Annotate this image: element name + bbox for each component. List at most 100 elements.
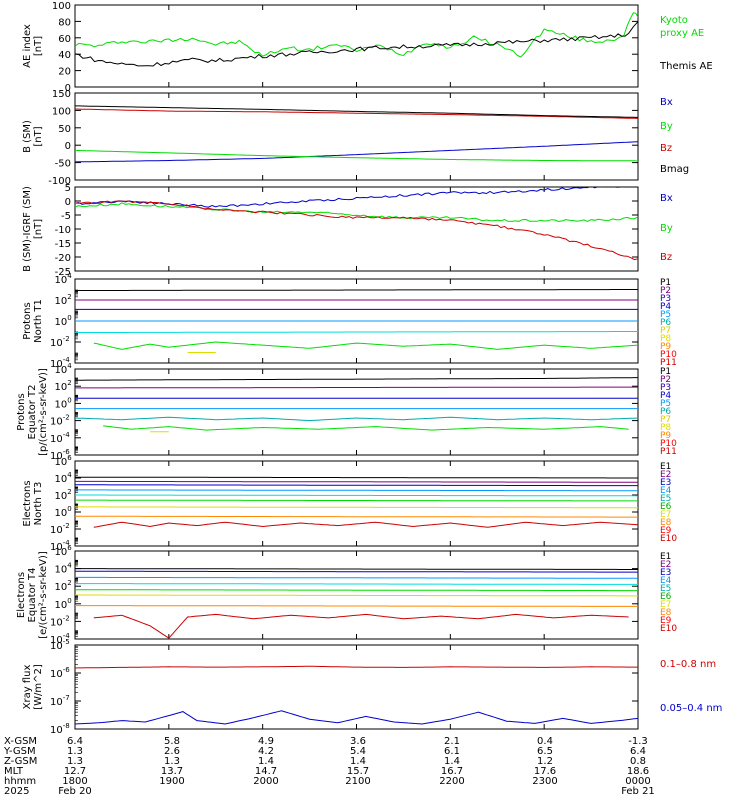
legend-b-bz: Bz bbox=[660, 143, 672, 154]
series-line-p5 bbox=[75, 416, 638, 422]
series-line-0-05-0-4-nm bbox=[75, 710, 638, 725]
y-tick-label: 10-8 bbox=[50, 722, 70, 736]
y-tick-label: 20 bbox=[58, 67, 71, 78]
y-axis-label: Equator T4 bbox=[27, 568, 38, 623]
ephemeris-label-x-gsm: X-GSM bbox=[4, 736, 37, 747]
series-line-kyoto-proxy-ae bbox=[75, 12, 638, 58]
ephemeris-value: 16.7 bbox=[441, 766, 463, 777]
ephemeris-value: 13.7 bbox=[161, 766, 183, 777]
legend-p11: P11 bbox=[660, 447, 677, 457]
legend-p5: P5 bbox=[660, 310, 671, 320]
ephemeris-value: 5.4 bbox=[350, 746, 366, 757]
y-axis-label: Protons bbox=[16, 393, 27, 430]
y-tick-label: 106 bbox=[55, 454, 73, 468]
y-tick-label: 150 bbox=[52, 89, 71, 100]
ephemeris-value: Feb 20 bbox=[58, 786, 92, 797]
y-tick-label: 100 bbox=[55, 314, 72, 328]
legend-e1: E1 bbox=[660, 552, 671, 562]
legend-e2: E2 bbox=[660, 470, 671, 480]
panel-8: 10-8 10-7 10-6 10-5 Xray flux [W/m^2] bbox=[22, 638, 639, 736]
y-axis-label: Protons bbox=[22, 302, 33, 339]
y-tick-label: 40 bbox=[58, 50, 71, 61]
legend-e3: E3 bbox=[660, 568, 671, 578]
y-tick-label: 100 bbox=[55, 396, 72, 410]
ephemeris-value: 0000 bbox=[625, 776, 650, 787]
series-line-p1 bbox=[75, 289, 638, 292]
y-tick-label: 104 bbox=[55, 471, 73, 485]
ephemeris-value: 2100 bbox=[345, 776, 370, 787]
series-line-e5 bbox=[75, 589, 638, 592]
legend-p8: P8 bbox=[660, 423, 671, 433]
ephemeris-value: 1.4 bbox=[444, 756, 460, 767]
y-tick-label: 5 bbox=[65, 183, 71, 194]
legend-e6: E6 bbox=[660, 502, 672, 512]
y-tick-label: 0 bbox=[65, 83, 71, 94]
panel-frame bbox=[74, 460, 639, 547]
y-axis-label: [nT] bbox=[33, 126, 44, 146]
ephemeris-value: 6.5 bbox=[537, 746, 553, 757]
ephemeris-label-2025: 2025 bbox=[4, 786, 29, 797]
series-line-e2 bbox=[75, 570, 638, 573]
legend-p8: P8 bbox=[660, 334, 671, 344]
series-line-p6 bbox=[103, 425, 629, 431]
y-tick-label: 10-2 bbox=[50, 335, 70, 349]
legend-p7: P7 bbox=[660, 326, 671, 336]
legend-p1: P1 bbox=[660, 278, 671, 288]
panel-frame bbox=[74, 92, 639, 181]
legend-p9: P9 bbox=[660, 431, 671, 441]
series-line-e1 bbox=[75, 568, 638, 570]
ephemeris-label-mlt: MLT bbox=[4, 766, 24, 777]
series-line-0-1-0-8-nm bbox=[75, 665, 638, 669]
series-line-e3 bbox=[75, 484, 638, 487]
series-line-e8 bbox=[93, 613, 629, 639]
legend-e5: E5 bbox=[660, 494, 671, 504]
y-axis-label: [p/(cm²-s-sr-keV)] bbox=[38, 368, 49, 456]
ephemeris-value: 6.4 bbox=[630, 746, 646, 757]
y-axis-label: [W/m^2] bbox=[33, 664, 44, 710]
ephemeris-value: 14.7 bbox=[255, 766, 277, 777]
y-axis-label: [e/(cm²-s-sr-keV)] bbox=[38, 551, 49, 639]
y-axis-label: Electrons bbox=[22, 480, 33, 526]
ephemeris-value: 4.9 bbox=[258, 736, 274, 747]
y-tick-label: 104 bbox=[55, 362, 73, 376]
series-line-by bbox=[75, 202, 638, 223]
series-line-p5 bbox=[75, 331, 638, 334]
y-axis-label: [nT] bbox=[33, 36, 44, 56]
y-tick-label: -20 bbox=[55, 253, 71, 264]
y-tick-label: 100 bbox=[52, 106, 71, 117]
y-tick-label: -5 bbox=[61, 211, 71, 222]
y-tick-label: 0 bbox=[65, 197, 71, 208]
legend-p5: P5 bbox=[660, 399, 671, 409]
legend-p10: P10 bbox=[660, 439, 677, 449]
ephemeris-value: 0.4 bbox=[537, 736, 553, 747]
legend-e1: E1 bbox=[660, 462, 671, 472]
legend-p3: P3 bbox=[660, 294, 671, 304]
legend-p3: P3 bbox=[660, 383, 671, 393]
y-axis-label: Xray flux bbox=[22, 665, 33, 710]
y-tick-label: 10-2 bbox=[50, 414, 70, 428]
legend-kyoto-proxy-ae: proxy AE bbox=[660, 28, 704, 39]
legend-xray-short: 0.05–0.4 nm bbox=[660, 703, 722, 714]
ephemeris-value: 15.7 bbox=[347, 766, 369, 777]
legend-e7: E7 bbox=[660, 600, 671, 610]
y-tick-label: 0 bbox=[65, 141, 71, 152]
panel-1: 0 20 40 60 80 100 AE index [nT] bbox=[22, 1, 639, 94]
ephemeris-value: 1.4 bbox=[350, 756, 366, 767]
ephemeris-value: 6.1 bbox=[444, 746, 460, 757]
legend-e10: E10 bbox=[660, 534, 677, 544]
y-tick-label: 10-6 bbox=[50, 666, 70, 680]
ephemeris-value: 17.6 bbox=[534, 766, 556, 777]
legend-e5: E5 bbox=[660, 584, 671, 594]
legend-b-bmag: Bmag bbox=[660, 164, 689, 175]
series-line-bz bbox=[75, 108, 638, 119]
y-tick-label: 104 bbox=[55, 272, 73, 286]
panel-frame bbox=[74, 4, 639, 88]
y-tick-label: 60 bbox=[58, 34, 71, 45]
ephemeris-value: 2000 bbox=[253, 776, 278, 787]
panel-3: -25 -20 -15 -10 -5 0 5 B (SM)-IGRF (SM) [nT] bbox=[22, 183, 639, 278]
ephemeris-label-y-gsm: Y-GSM bbox=[3, 746, 36, 757]
y-tick-label: 10-4 bbox=[50, 431, 70, 445]
